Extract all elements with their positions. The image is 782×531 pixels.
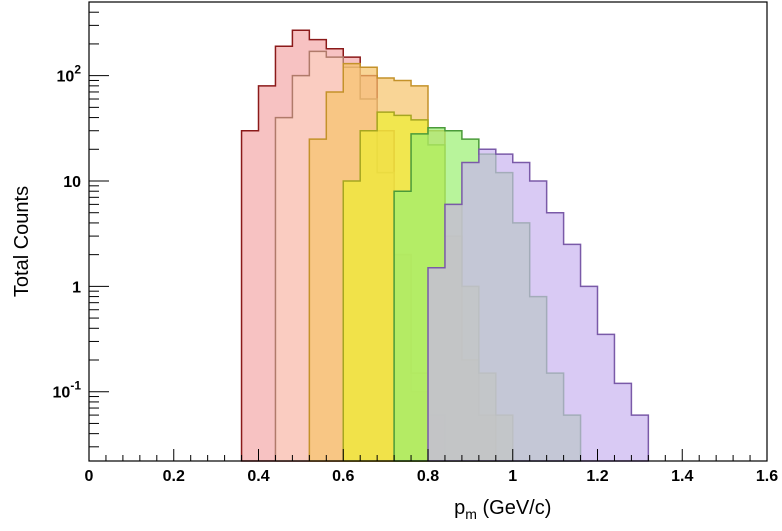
x-tick-label: 0 bbox=[85, 468, 94, 485]
x-axis-ticks: 0 0.2 0.4 0.6 0.8 1 1.2 1.4 1.6 bbox=[85, 449, 778, 485]
y-tick-label: 10 bbox=[63, 174, 81, 191]
x-axis-title-main: p bbox=[454, 497, 465, 519]
y-tick-label: 1 bbox=[72, 279, 81, 296]
x-tick-label: 0.6 bbox=[332, 468, 354, 485]
x-tick-label: 0.4 bbox=[247, 468, 269, 485]
x-tick-label: 1 bbox=[508, 468, 517, 485]
x-tick-label: 1.6 bbox=[756, 468, 778, 485]
y-axis-title: Total Counts bbox=[11, 186, 33, 297]
x-axis-title: pm (GeV/c) bbox=[454, 497, 551, 522]
x-tick-label: 0.8 bbox=[417, 468, 439, 485]
y-tick-label: 102 bbox=[57, 63, 82, 86]
histogram-series-6 bbox=[427, 148, 650, 462]
x-tick-label: 1.4 bbox=[671, 468, 693, 485]
plot-area bbox=[240, 29, 650, 462]
x-tick-label: 0.2 bbox=[163, 468, 185, 485]
x-axis-title-subscript: m bbox=[465, 506, 477, 522]
y-tick-label: 10-1 bbox=[53, 379, 82, 402]
x-tick-label: 1.2 bbox=[586, 468, 608, 485]
x-axis-title-unit: (GeV/c) bbox=[477, 497, 551, 519]
y-axis-ticks: 10-1 1 10 102 bbox=[53, 1, 109, 448]
